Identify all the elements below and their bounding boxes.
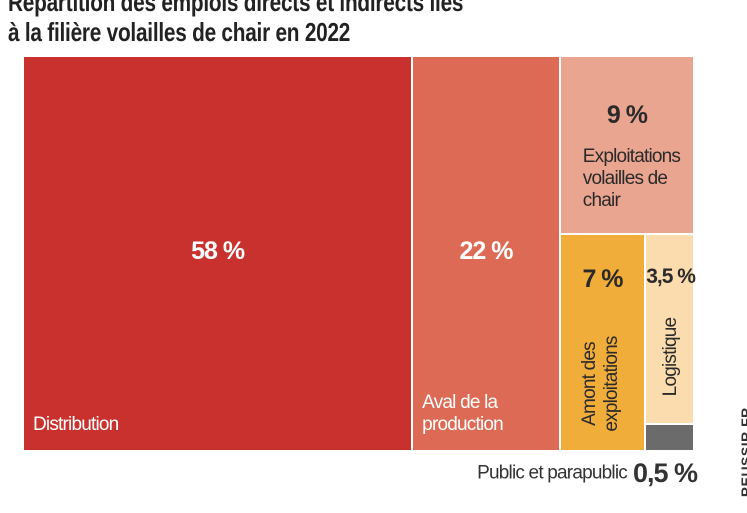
category-label: Public et parapublic — [477, 462, 628, 484]
treemap: 58 % Distribution 22 % Aval de la productio… — [24, 57, 696, 452]
treemap-cell — [646, 424, 693, 450]
category-label: Amont des exploitations — [579, 336, 623, 432]
credit: REUSSIR.FR — [738, 407, 747, 497]
value-label: 0,5 % — [632, 458, 698, 488]
title-line: Répartition des emplois directs et indir… — [8, 0, 464, 17]
category-label: Exploitations volailles de chair — [582, 146, 681, 211]
value-label: 9 % — [606, 101, 648, 129]
category-label: Logistique — [659, 317, 681, 397]
title-line: à la filière volailles de chair en 2022 — [8, 17, 351, 47]
category-label: Distribution — [33, 414, 119, 435]
treemap-cell: 3,5 % Logistique — [646, 234, 696, 423]
treemap-cell: 22 % Aval de la production — [413, 57, 559, 450]
treemap-cell: 7 % Amont des exploitations — [560, 234, 645, 450]
category-label: Aval de la production — [422, 392, 504, 435]
treemap-cell: 58 % Distribution — [24, 57, 412, 450]
outside-label: Public et parapublic 0,5 % — [477, 458, 698, 489]
value-label: 7 % — [582, 264, 623, 293]
treemap-cell: 9 % Exploitations volailles de chair — [560, 57, 693, 233]
value-label: 3,5 % — [646, 264, 696, 288]
value-label: 22 % — [459, 236, 513, 265]
value-label: 58 % — [191, 236, 245, 265]
chart-title: Répartition des emplois directs et indir… — [8, 0, 463, 47]
